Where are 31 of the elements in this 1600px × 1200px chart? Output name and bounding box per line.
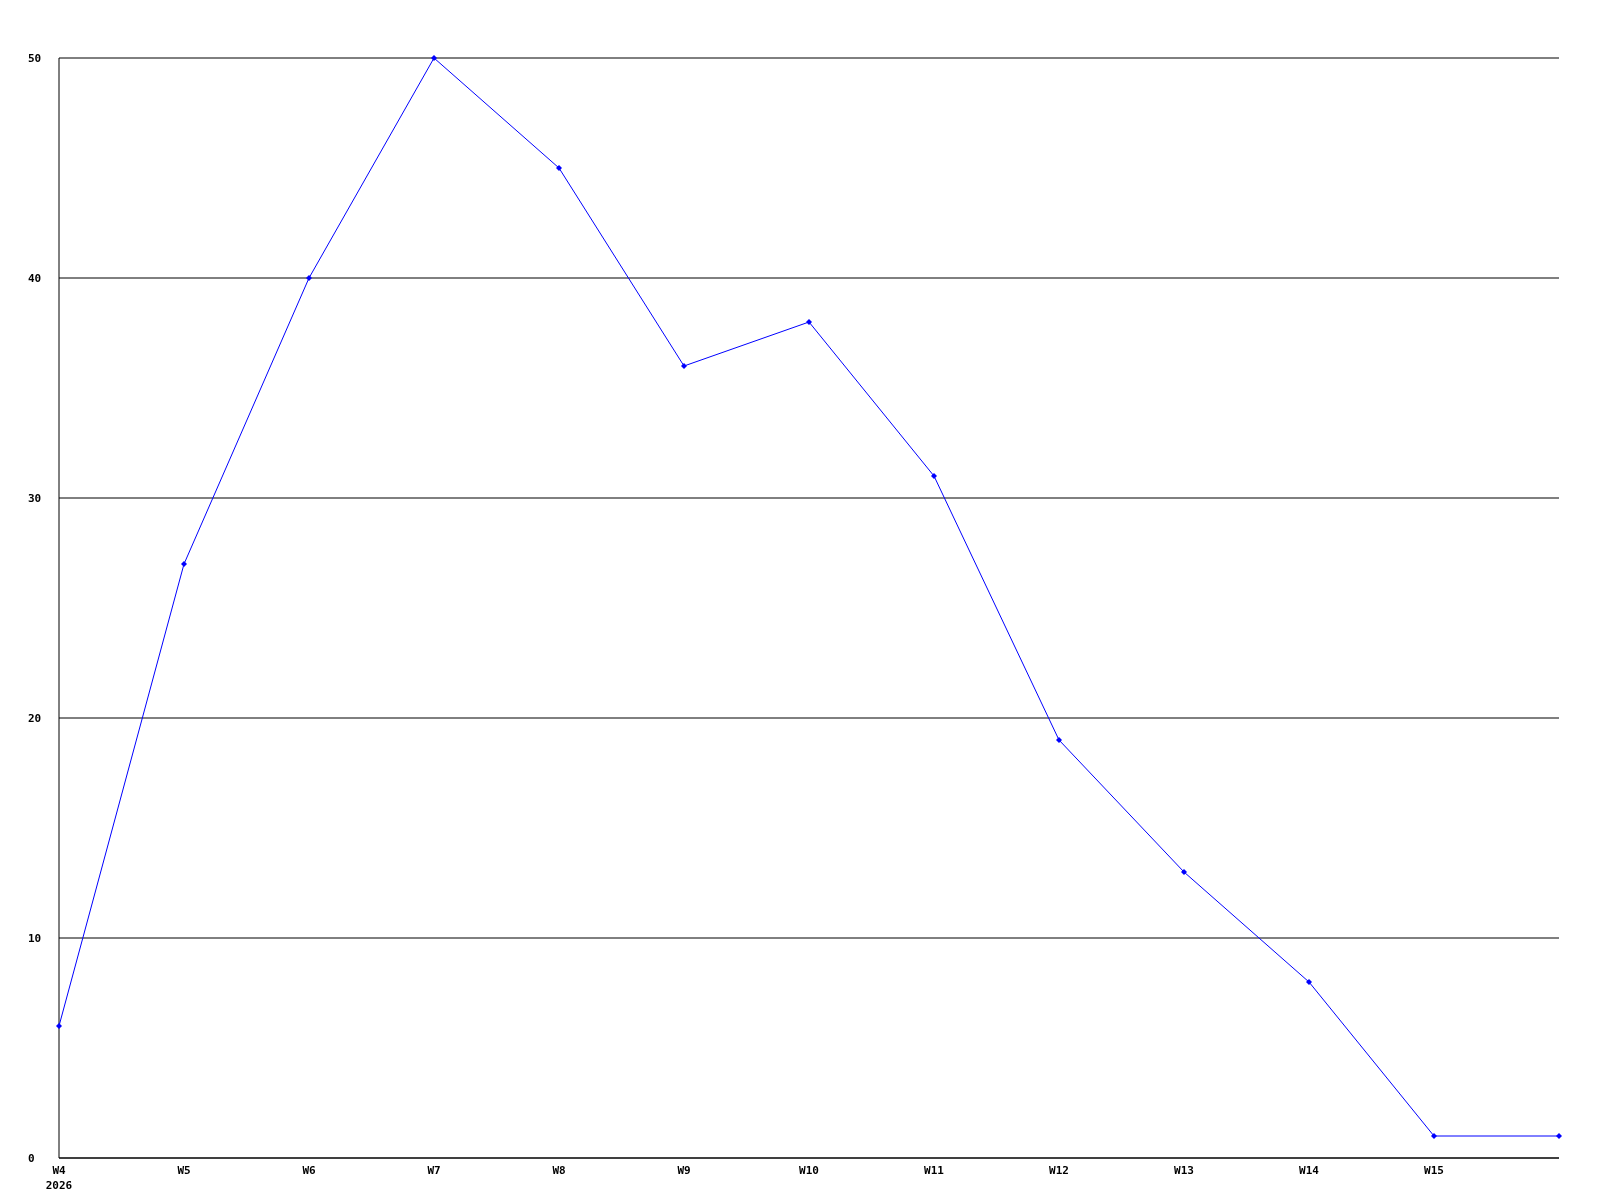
x-tick-label: W4 2026 bbox=[45, 1164, 73, 1192]
point bbox=[1056, 737, 1062, 743]
y-tick-label: 20 bbox=[28, 712, 42, 725]
x-tick-label: W6 bbox=[302, 1164, 316, 1177]
point bbox=[1306, 979, 1312, 985]
point bbox=[56, 1023, 62, 1029]
x-tick-label: W15 bbox=[1424, 1164, 1444, 1177]
y-tick-label: 30 bbox=[28, 492, 42, 505]
y-tick-label: 40 bbox=[28, 272, 42, 285]
x-tick-label: W14 bbox=[1299, 1164, 1320, 1177]
point bbox=[931, 473, 937, 479]
x-tick-label: W7 bbox=[427, 1164, 441, 1177]
point bbox=[681, 363, 687, 369]
point bbox=[806, 319, 812, 325]
x-tick-label: W10 bbox=[799, 1164, 819, 1177]
point bbox=[1431, 1133, 1437, 1139]
y-tick-label: 10 bbox=[28, 932, 42, 945]
point bbox=[181, 561, 187, 567]
point bbox=[431, 55, 437, 61]
point bbox=[1556, 1133, 1562, 1139]
x-tick-label: W5 bbox=[177, 1164, 191, 1177]
point bbox=[306, 275, 312, 281]
x-tick-label: W12 bbox=[1049, 1164, 1069, 1177]
x-tick-label: W8 bbox=[552, 1164, 566, 1177]
point bbox=[1181, 869, 1187, 875]
y-tick-label: 0 bbox=[28, 1152, 35, 1165]
y-tick-label: 50 bbox=[28, 52, 42, 65]
x-tick-label: W13 bbox=[1174, 1164, 1194, 1177]
x-tick-label: W11 bbox=[924, 1164, 945, 1177]
point bbox=[556, 165, 562, 171]
x-tick-label: W9 bbox=[677, 1164, 691, 1177]
